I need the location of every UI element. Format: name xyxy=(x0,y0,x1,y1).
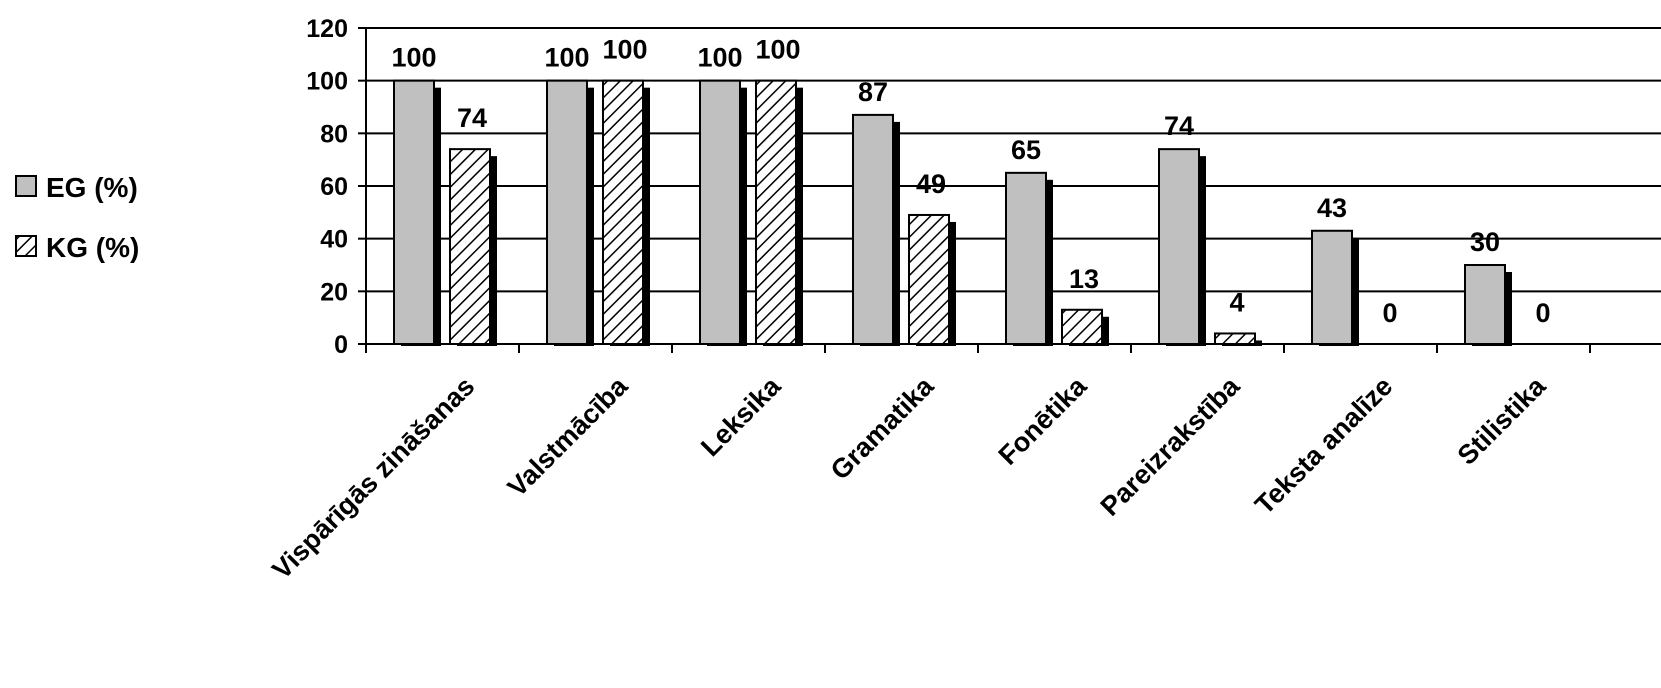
y-tick-label: 60 xyxy=(320,173,348,201)
category-labels: Vispārīgās zināšanas Valstmācība Leksika Gr… xyxy=(266,370,1552,585)
data-label: 74 xyxy=(1164,111,1194,141)
bar-kg xyxy=(1061,308,1103,345)
bar-eg xyxy=(1464,264,1506,345)
y-tick-label: 120 xyxy=(306,15,348,43)
data-label: 4 xyxy=(1229,287,1244,317)
x-category-label: Pareizrakstība xyxy=(1095,370,1246,521)
data-label: 30 xyxy=(1470,227,1500,257)
data-label: 13 xyxy=(1069,264,1099,294)
data-label: 0 xyxy=(1382,298,1397,328)
bar-kg xyxy=(602,79,644,346)
legend-label-eg: EG (%) xyxy=(46,172,138,203)
y-tick-label: 40 xyxy=(320,226,348,254)
bar-eg xyxy=(852,113,894,346)
bar-kg xyxy=(755,79,797,346)
bar-kg xyxy=(908,213,950,345)
legend-label-kg: KG (%) xyxy=(46,232,139,263)
data-label: 65 xyxy=(1011,135,1041,165)
y-tick-label: 80 xyxy=(320,120,348,148)
data-labels: 100 74 100 100 100 100 87 49 65 13 74 4 43 0 30 0 xyxy=(391,35,1550,328)
legend-swatch-eg xyxy=(15,175,37,197)
bar-eg xyxy=(1311,229,1353,345)
bars xyxy=(393,79,1506,346)
x-category-label: Vispārīgās zināšanas xyxy=(266,371,480,585)
bar-kg xyxy=(449,148,491,345)
data-label: 87 xyxy=(858,77,888,107)
bar-kg xyxy=(1214,332,1256,346)
legend: EG (%) KG (%) xyxy=(15,172,139,263)
x-category-label: Gramatika xyxy=(825,370,940,485)
legend-swatch-kg xyxy=(15,235,37,257)
x-category-label: Fonētika xyxy=(993,370,1093,470)
y-tick-label: 100 xyxy=(306,68,348,96)
bar-eg xyxy=(1005,171,1047,345)
data-label: 100 xyxy=(755,35,800,65)
data-label: 100 xyxy=(697,43,742,73)
y-tick-label: 20 xyxy=(320,278,348,306)
bar-eg xyxy=(393,79,435,346)
data-label: 74 xyxy=(457,103,487,133)
data-label: 100 xyxy=(602,35,647,65)
x-category-label: Stilistika xyxy=(1452,370,1552,470)
data-label: 43 xyxy=(1317,193,1347,223)
bar-eg xyxy=(699,79,741,346)
bar-eg xyxy=(546,79,588,346)
x-category-label: Valstmācība xyxy=(502,370,634,502)
x-category-label: Leksika xyxy=(695,370,787,462)
x-category-label: Teksta analīze xyxy=(1249,371,1398,520)
bar-eg xyxy=(1158,148,1200,345)
data-label: 100 xyxy=(391,43,436,73)
data-label: 49 xyxy=(916,169,946,199)
y-tick-label: 0 xyxy=(334,331,348,359)
data-label: 100 xyxy=(544,43,589,73)
data-label: 0 xyxy=(1535,298,1550,328)
